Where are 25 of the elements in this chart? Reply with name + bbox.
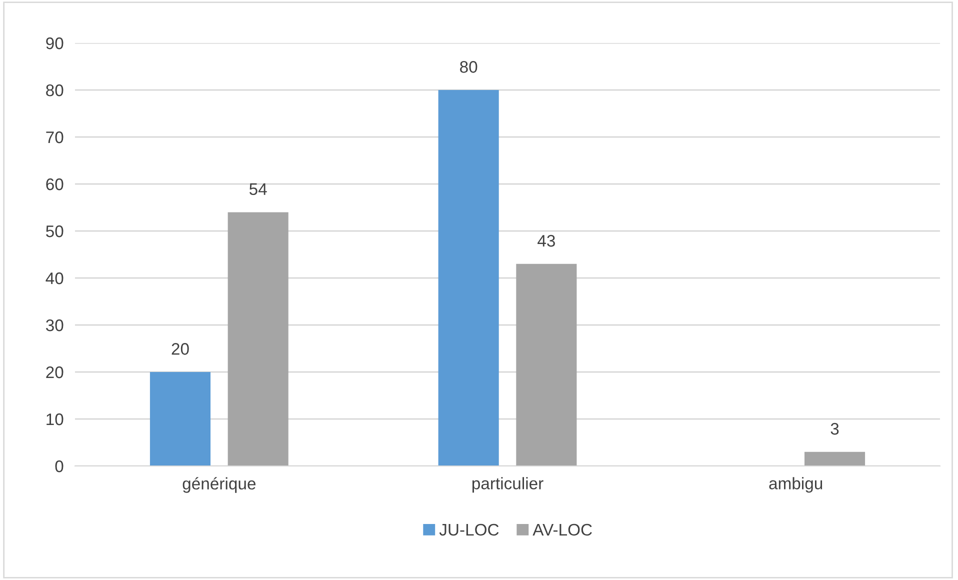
- data-label: 43: [538, 234, 555, 247]
- data-label: 80: [460, 61, 478, 73]
- bar: [438, 90, 499, 466]
- y-tick-label: 10: [46, 413, 64, 426]
- data-label: 20: [172, 343, 189, 355]
- y-tick-label: 20: [46, 366, 64, 378]
- x-tick-label: ambigu: [769, 477, 822, 493]
- bar: [516, 264, 577, 466]
- legend-label: JU-LOC: [439, 524, 499, 536]
- y-tick-label: 30: [46, 319, 64, 332]
- y-tick-label: 60: [46, 178, 64, 190]
- y-tick-label: 80: [46, 84, 64, 96]
- y-tick-label: 90: [46, 37, 64, 50]
- x-tick-label: générique: [182, 477, 256, 493]
- legend-label: AV-LOC: [532, 524, 592, 536]
- bar: [150, 372, 211, 466]
- y-tick-label: 0: [55, 460, 64, 472]
- y-tick-label: 70: [46, 131, 64, 144]
- y-tick-label: 40: [46, 272, 64, 284]
- x-tick-label: particulier: [472, 477, 544, 493]
- data-label: 54: [249, 183, 267, 196]
- bar: [228, 212, 288, 466]
- data-label: 3: [830, 422, 839, 435]
- bar: [804, 452, 866, 466]
- y-tick-label: 50: [46, 225, 64, 238]
